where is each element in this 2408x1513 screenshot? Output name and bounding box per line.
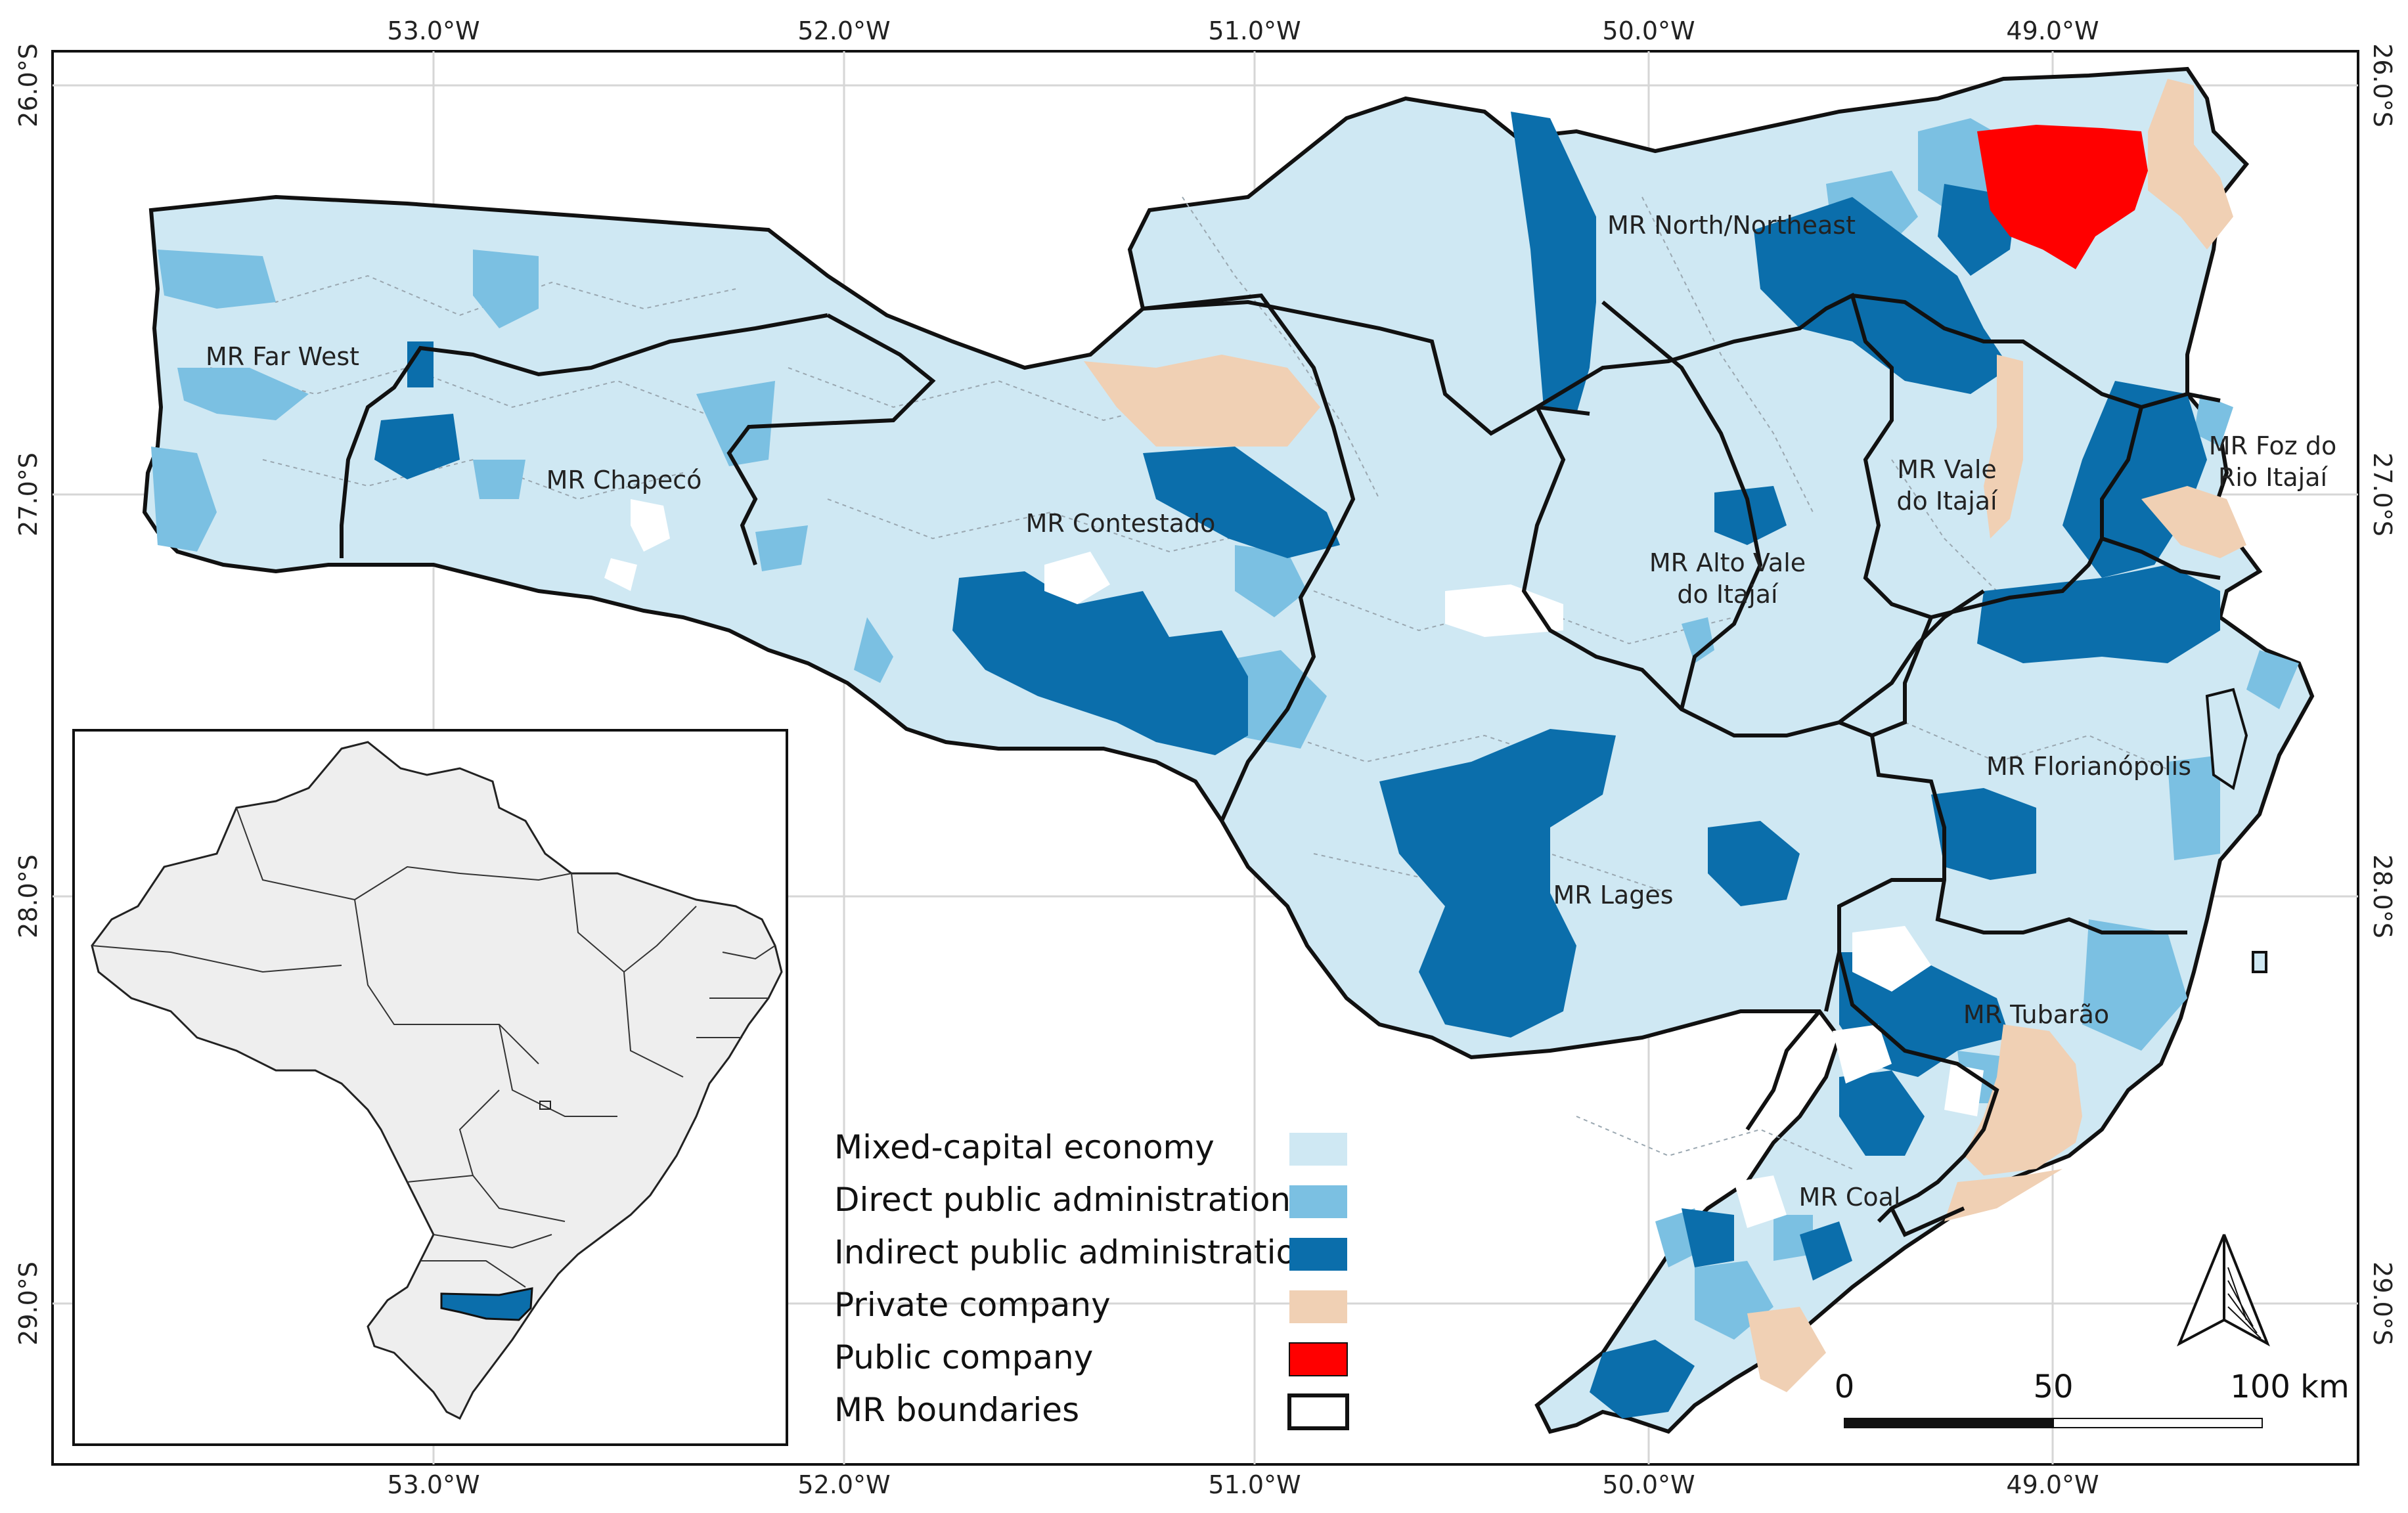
lon-tick-top-4: 50.0°W (1602, 16, 1695, 45)
label-chapeco: MR Chapecó (546, 466, 702, 494)
scale-label-100km: 100 km (2230, 1369, 2349, 1405)
scale-label-50: 50 (2033, 1369, 2073, 1405)
label-foz-line1: MR Foz do (2209, 431, 2336, 460)
lon-tick-bottom-1: 53.0°W (387, 1470, 479, 1499)
legend-label-mixed-capital: Mixed-capital economy (834, 1128, 1215, 1166)
public-company-area (1977, 125, 2148, 269)
inset-map (72, 729, 788, 1446)
legend-label-mr-boundaries: MR boundaries (834, 1391, 1079, 1429)
brazil-outline (91, 741, 783, 1420)
lat-tick-right-3: 28.0°S (2368, 854, 2397, 938)
lat-tick-left-3: 28.0°S (14, 854, 43, 938)
label-tubarao: MR Tubarão (1963, 1000, 2109, 1029)
latitude-ticks: 26.0°S 27.0°S 28.0°S 29.0°S 26.0°S 27.0°… (14, 43, 2397, 1346)
state-outline (142, 66, 2315, 1434)
santa-catarina-highlight (440, 1287, 533, 1321)
no-data-areas (604, 499, 1984, 1228)
legend-label-direct-public: Direct public administration (834, 1181, 1291, 1219)
label-foz-line2: Rio Itajaí (2218, 463, 2329, 492)
label-coal: MR Coal (1799, 1183, 1901, 1212)
label-vale-line2: do Itajaí (1896, 487, 1998, 515)
legend-label-public-company: Public company (834, 1338, 1093, 1376)
lon-tick-bottom-4: 50.0°W (1602, 1470, 1695, 1499)
legend-swatch-mr-boundaries (1287, 1393, 1349, 1430)
scale-bar: 0 50 100 km (1835, 1369, 2350, 1428)
legend: Mixed-capital economy Direct public admi… (834, 1128, 1349, 1430)
legend-item-public-company: Public company (834, 1338, 1348, 1376)
private-company-areas (1084, 79, 2246, 1392)
scale-label-0: 0 (1835, 1369, 1855, 1405)
legend-swatch-mixed-capital (1289, 1133, 1347, 1166)
brazil-state-lines (91, 807, 776, 1288)
lat-tick-right-2: 27.0°S (2368, 452, 2397, 537)
lat-tick-left-1: 26.0°S (14, 43, 43, 127)
legend-swatch-indirect-public (1289, 1238, 1347, 1271)
lat-tick-left-4: 29.0°S (14, 1261, 43, 1346)
label-lages: MR Lages (1553, 881, 1673, 910)
legend-swatch-public-company (1289, 1342, 1348, 1376)
label-alto-vale-line1: MR Alto Vale (1649, 548, 1806, 577)
legend-item-indirect-public: Indirect public administration (834, 1233, 1347, 1271)
lon-tick-top-5: 49.0°W (2006, 16, 2099, 45)
label-contestado: MR Contestado (1026, 509, 1216, 538)
legend-label-private-company: Private company (834, 1286, 1111, 1324)
longitude-ticks: 53.0°W 52.0°W 51.0°W 50.0°W 49.0°W 53.0°… (387, 16, 2099, 1499)
lon-tick-bottom-3: 51.0°W (1208, 1470, 1301, 1499)
legend-swatch-private-company (1289, 1290, 1347, 1323)
legend-swatch-direct-public (1289, 1185, 1347, 1218)
lat-tick-right-4: 29.0°S (2368, 1261, 2397, 1346)
legend-item-direct-public: Direct public administration (834, 1181, 1347, 1219)
label-far-west: MR Far West (206, 342, 359, 371)
legend-item-mr-boundaries: MR boundaries (834, 1391, 1349, 1430)
north-arrow-icon (2177, 1234, 2270, 1347)
label-alto-vale-line2: do Itajaí (1677, 580, 1779, 609)
coastal-islands (2205, 688, 2267, 973)
label-vale-line1: MR Vale (1897, 455, 1997, 484)
lon-tick-top-1: 53.0°W (387, 16, 479, 45)
lat-tick-left-2: 27.0°S (14, 452, 43, 537)
lon-tick-top-2: 52.0°W (797, 16, 890, 45)
lon-tick-top-3: 51.0°W (1208, 16, 1301, 45)
legend-label-indirect-public: Indirect public administration (834, 1233, 1317, 1271)
lon-tick-bottom-5: 49.0°W (2006, 1470, 2099, 1499)
label-north-northeast: MR North/Northeast (1607, 211, 1856, 240)
label-florianopolis: MR Florianópolis (1986, 752, 2191, 781)
mr-labels: MR Far West MR Chapecó MR Contestado MR … (206, 211, 2336, 1212)
legend-item-private-company: Private company (834, 1286, 1347, 1324)
lon-tick-bottom-2: 52.0°W (797, 1470, 890, 1499)
mr-boundaries (340, 292, 2221, 1237)
lat-tick-right-1: 26.0°S (2368, 43, 2397, 127)
legend-item-mixed-capital: Mixed-capital economy (834, 1128, 1347, 1166)
